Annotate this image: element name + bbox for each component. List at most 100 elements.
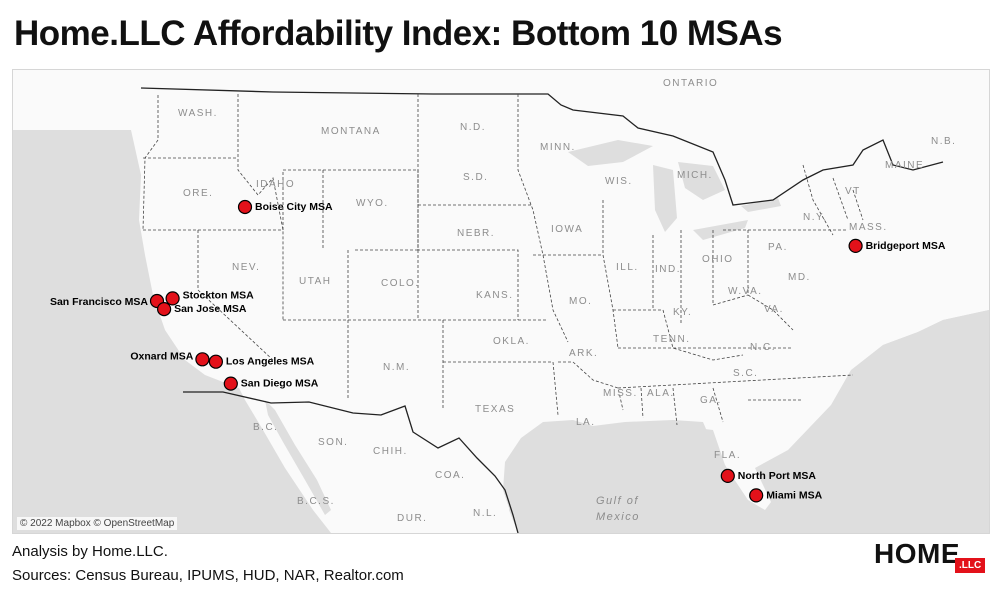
- msa-marker-dot[interactable]: [195, 352, 210, 367]
- region-label: SON.: [318, 437, 348, 448]
- region-label: DUR.: [397, 513, 427, 524]
- land-area: [13, 70, 989, 533]
- region-label: PA.: [768, 242, 788, 253]
- footer-sources: Sources: Census Bureau, IPUMS, HUD, NAR,…: [12, 567, 404, 584]
- region-label: GA.: [700, 395, 722, 406]
- region-label: N.M.: [383, 362, 410, 373]
- msa-marker-label: Bridgeport MSA: [866, 240, 946, 252]
- country-borders: [140, 87, 944, 533]
- msa-marker[interactable]: San Diego MSA: [223, 376, 319, 391]
- region-label: S.C.: [733, 368, 758, 379]
- atlantic-ocean: [763, 310, 989, 533]
- msa-marker-label: San Francisco MSA: [50, 296, 148, 308]
- region-label: MO.: [569, 296, 592, 307]
- msa-marker-label: Boise City MSA: [255, 201, 333, 213]
- region-label: MASS.: [849, 222, 888, 233]
- region-label: FLA.: [714, 450, 741, 461]
- region-label: WYO.: [356, 198, 389, 209]
- region-label: MINN.: [540, 142, 576, 153]
- gulf-of-mexico: [509, 424, 773, 533]
- region-label: W.VA.: [728, 286, 763, 297]
- state-borders: [142, 94, 864, 426]
- msa-marker-label: North Port MSA: [738, 470, 817, 482]
- msa-marker[interactable]: Boise City MSA: [237, 199, 334, 215]
- region-label: MAINE: [885, 160, 924, 171]
- brand-logo-text: HOME: [874, 538, 960, 569]
- region-label: MONTANA: [321, 126, 381, 137]
- msa-marker-dot[interactable]: [157, 302, 172, 317]
- msa-markers: Boise City MSA Bridgeport MSA San Francisc…: [50, 199, 946, 503]
- region-label: ORE.: [183, 188, 213, 199]
- region-label: B.C.S.: [297, 496, 335, 507]
- msa-marker[interactable]: Bridgeport MSA: [848, 238, 946, 253]
- msa-marker-label: Oxnard MSA: [130, 350, 193, 362]
- region-label: COLO.: [381, 278, 420, 289]
- msa-marker-dot[interactable]: [848, 238, 863, 253]
- msa-marker[interactable]: Stockton MSA: [165, 289, 255, 306]
- region-label: ARK.: [569, 348, 598, 359]
- region-label: MICH.: [677, 170, 713, 181]
- region-label: UTAH: [299, 276, 331, 287]
- region-label: N.L.: [473, 508, 497, 519]
- msa-marker[interactable]: San Francisco MSA: [50, 293, 165, 309]
- region-label: B.C.: [253, 422, 278, 433]
- msa-marker-dot[interactable]: [749, 488, 764, 503]
- brand-logo-badge: .LLC: [955, 558, 986, 573]
- region-label: N.Y.: [803, 212, 827, 223]
- water-label: Mexico: [596, 511, 640, 523]
- msa-marker-dot[interactable]: [237, 199, 253, 215]
- msa-marker-dot[interactable]: [165, 291, 180, 306]
- water-label: Gulf of: [596, 495, 639, 507]
- region-label: IND.: [655, 264, 681, 275]
- msa-marker-dot[interactable]: [208, 354, 223, 369]
- msa-marker[interactable]: Los Angeles MSA: [208, 354, 315, 369]
- region-label: N.B.: [931, 136, 956, 147]
- region-label: COA.: [435, 470, 465, 481]
- region-label: CHIH.: [373, 446, 408, 457]
- msa-marker-label: Stockton MSA: [183, 289, 255, 301]
- gulf-of-california: [265, 400, 331, 515]
- msa-marker-label: Miami MSA: [766, 489, 822, 501]
- region-label: LA.: [576, 417, 596, 428]
- region-label: S.D.: [463, 172, 488, 183]
- region-label: VA.: [764, 304, 784, 315]
- footer-analysis: Analysis by Home.LLC.: [12, 543, 168, 560]
- msa-marker-label: San Jose MSA: [174, 303, 247, 315]
- map-canvas[interactable]: ONTARIO WASH. MONTANA N.D. MINN. ORE. ID…: [13, 70, 989, 533]
- msa-marker[interactable]: North Port MSA: [720, 468, 817, 483]
- florida-land: [703, 422, 771, 510]
- region-label: ALA.: [647, 388, 675, 399]
- region-label: TENN.: [653, 334, 691, 345]
- msa-marker-dot[interactable]: [223, 376, 238, 391]
- region-label: KANS.: [476, 290, 514, 301]
- region-label: N.D.: [460, 122, 486, 133]
- region-label: NEBR.: [457, 228, 495, 239]
- region-label: NEV.: [232, 262, 260, 273]
- msa-marker[interactable]: Oxnard MSA: [130, 350, 210, 367]
- region-label: ILL.: [616, 262, 639, 273]
- msa-marker[interactable]: San Jose MSA: [157, 302, 247, 317]
- region-label: VT: [845, 186, 861, 197]
- region-label: WASH.: [178, 108, 218, 119]
- region-labels: ONTARIO WASH. MONTANA N.D. MINN. ORE. ID…: [178, 78, 956, 524]
- great-lakes: [568, 140, 781, 240]
- region-label: IOWA: [551, 224, 583, 235]
- region-label: MISS.: [603, 388, 638, 399]
- map-title: Home.LLC Affordability Index: Bottom 10 …: [14, 14, 783, 53]
- region-label: KY.: [673, 307, 692, 318]
- msa-marker-label: San Diego MSA: [241, 378, 319, 390]
- pacific-ocean: [13, 130, 331, 533]
- region-label: OKLA.: [493, 336, 530, 347]
- water-labels: Gulf of Mexico: [596, 495, 640, 523]
- region-label: WIS.: [605, 176, 633, 187]
- region-label: IDAHO: [256, 179, 295, 190]
- region-label: TEXAS: [475, 404, 515, 415]
- map-panel[interactable]: ONTARIO WASH. MONTANA N.D. MINN. ORE. ID…: [12, 69, 990, 534]
- msa-marker-dot[interactable]: [720, 468, 735, 483]
- msa-marker[interactable]: Miami MSA: [749, 488, 823, 503]
- map-attribution[interactable]: © 2022 Mapbox © OpenStreetMap: [17, 517, 178, 530]
- region-label: MD.: [788, 272, 811, 283]
- brand-logo: HOME .LLC: [874, 538, 986, 582]
- region-label: ONTARIO: [663, 78, 718, 89]
- msa-marker-label: Los Angeles MSA: [226, 356, 315, 368]
